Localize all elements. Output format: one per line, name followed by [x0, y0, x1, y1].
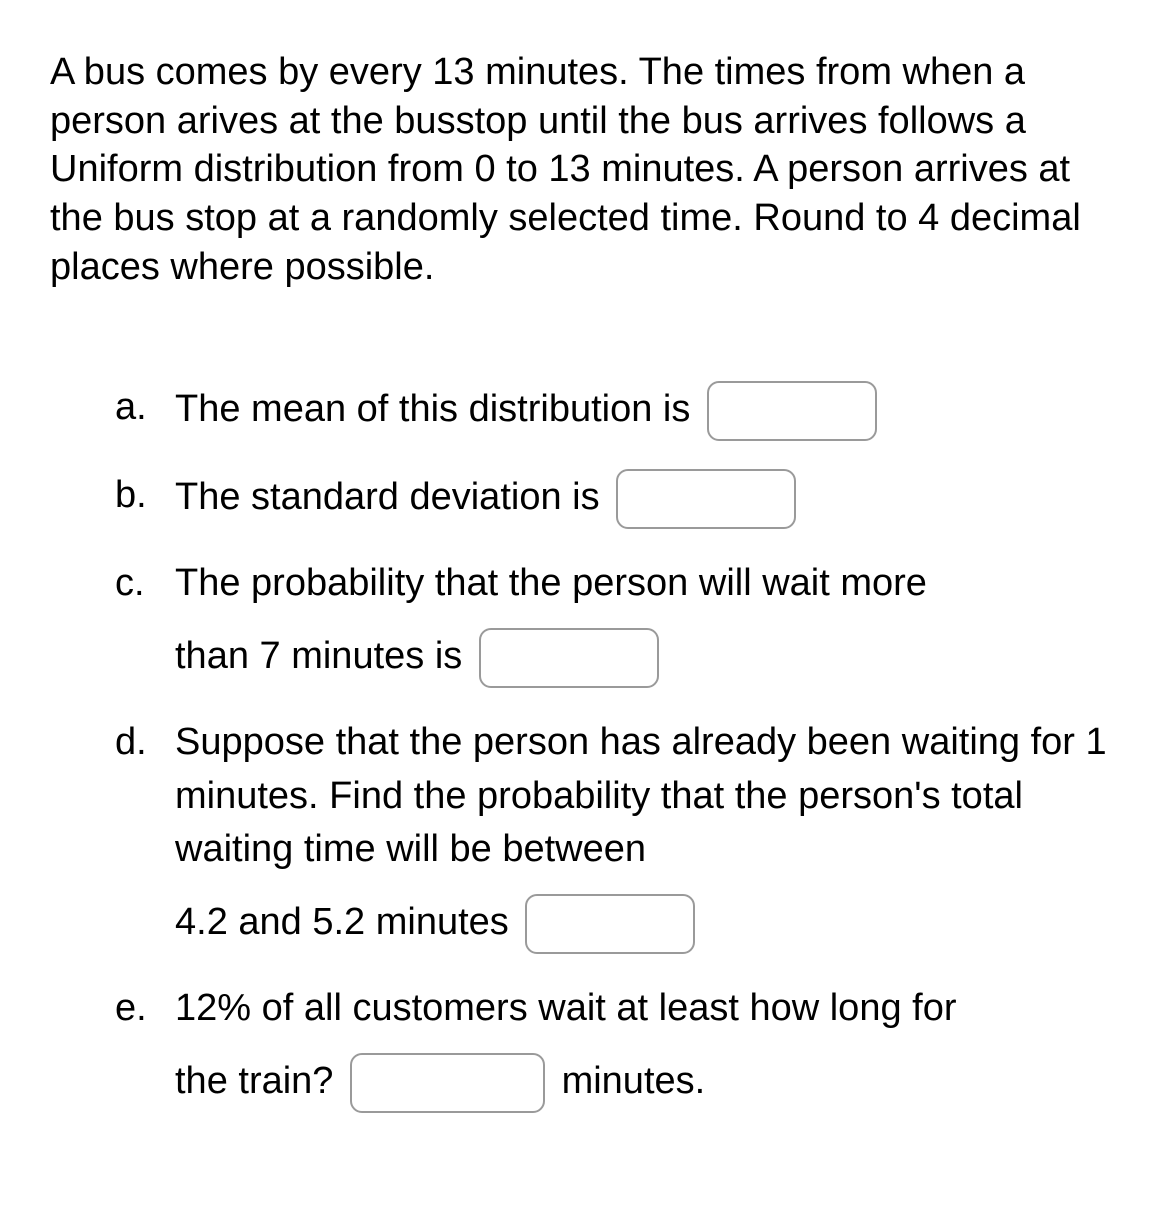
- question-d-line2-before: 4.2 and 5.2 minutes: [175, 901, 509, 943]
- question-c-line2-before: than 7 minutes is: [175, 635, 462, 677]
- question-c: c. The probability that the person will …: [115, 557, 1111, 688]
- answer-input-d[interactable]: [525, 894, 695, 954]
- answer-input-b[interactable]: [616, 469, 796, 529]
- question-a: a. The mean of this distribution is: [115, 381, 1111, 441]
- question-e-line2-before: the train?: [175, 1060, 333, 1102]
- intro-paragraph: A bus comes by every 13 minutes. The tim…: [50, 48, 1111, 291]
- marker-a: a.: [115, 381, 147, 434]
- answer-input-c[interactable]: [479, 628, 659, 688]
- question-a-text: The mean of this distribution is: [175, 388, 690, 430]
- marker-c: c.: [115, 557, 145, 610]
- question-b: b. The standard deviation is: [115, 469, 1111, 529]
- answer-input-e[interactable]: [350, 1053, 545, 1113]
- question-e: e. 12% of all customers wait at least ho…: [115, 982, 1111, 1113]
- marker-b: b.: [115, 469, 147, 522]
- question-b-text: The standard deviation is: [175, 476, 600, 518]
- question-e-line2-after: minutes.: [562, 1060, 706, 1102]
- question-c-line1: The probability that the person will wai…: [175, 562, 927, 604]
- question-list: a. The mean of this distribution is b. T…: [50, 381, 1111, 1113]
- answer-input-a[interactable]: [707, 381, 877, 441]
- question-d-para: Suppose that the person has already been…: [175, 721, 1107, 869]
- marker-d: d.: [115, 716, 147, 769]
- marker-e: e.: [115, 982, 147, 1035]
- question-page: A bus comes by every 13 minutes. The tim…: [0, 0, 1161, 1201]
- question-e-line1: 12% of all customers wait at least how l…: [175, 987, 957, 1029]
- question-d: d. Suppose that the person has already b…: [115, 716, 1111, 954]
